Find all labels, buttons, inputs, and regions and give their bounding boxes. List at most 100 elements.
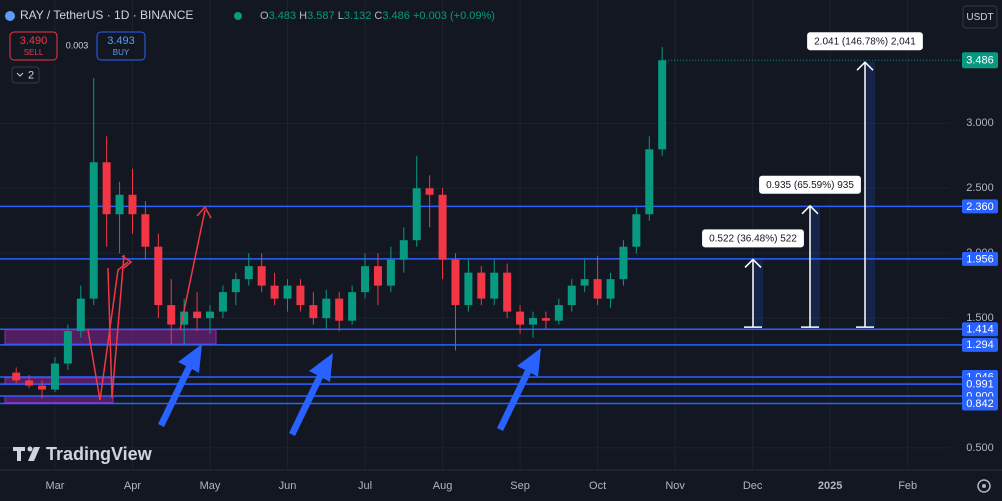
- candle-body: [128, 194, 137, 215]
- zone: [4, 395, 114, 403]
- candle-body: [438, 194, 447, 260]
- candle-body: [490, 272, 499, 299]
- red-arrow-path: [107, 254, 125, 399]
- candle-body: [645, 149, 654, 215]
- candle-body: [477, 272, 486, 299]
- last-price-label: 3.486: [966, 55, 994, 67]
- level-label: 2.360: [966, 201, 994, 213]
- candle-body: [541, 318, 550, 321]
- candle-body: [593, 279, 602, 299]
- candle-body: [167, 305, 176, 325]
- candle-body: [38, 385, 47, 390]
- chevron: [16, 72, 24, 77]
- candle-body: [632, 214, 641, 247]
- candle-body: [606, 279, 615, 299]
- candle-body: [283, 285, 292, 299]
- measure-layer: 0.522 (36.48%) 522 0.935 (65.59%) 935 2.04…: [702, 32, 923, 328]
- buy-button[interactable]: [96, 31, 146, 61]
- indicator-count[interactable]: 2: [28, 69, 34, 81]
- candle-body: [425, 188, 434, 195]
- candle-body: [231, 279, 240, 293]
- candle-body: [50, 363, 59, 390]
- symbol-icon: [5, 11, 15, 21]
- level-label: 1.294: [966, 339, 994, 351]
- level-label: 1.956: [966, 253, 994, 265]
- candle-body: [76, 298, 85, 332]
- settings-button[interactable]: [977, 479, 991, 493]
- red-arrow-path: [179, 209, 206, 331]
- candle-body: [348, 292, 357, 321]
- ohlc-value: 3.486: [382, 10, 410, 22]
- measure-label-bg: [702, 229, 804, 248]
- candle-body: [335, 298, 344, 321]
- sell-price[interactable]: 3.490: [20, 35, 48, 47]
- candle-body: [296, 285, 305, 306]
- level-label-bg: [962, 322, 998, 337]
- candle-body: [89, 162, 98, 299]
- candle-body: [206, 311, 214, 319]
- candle-body: [619, 246, 628, 280]
- change: +0.003 (+0.09%): [413, 10, 495, 22]
- candle-body: [399, 240, 408, 260]
- red-arrow-head: [196, 205, 212, 219]
- candle-body: [322, 298, 331, 319]
- buy-price[interactable]: 3.493: [107, 35, 135, 47]
- candle-body: [141, 214, 150, 247]
- red-arrow-head: [121, 255, 133, 269]
- y-tick-label: 1.500: [966, 312, 994, 324]
- candle-body: [412, 188, 421, 241]
- measure-head: [801, 204, 819, 215]
- indicator-toggle[interactable]: [11, 66, 40, 84]
- level-label-bg: [962, 377, 998, 392]
- last-price-bg: [962, 52, 998, 69]
- candle-body: [503, 272, 512, 312]
- sell-label[interactable]: SELL: [24, 48, 44, 57]
- candle-body: [63, 331, 72, 364]
- candle-body: [257, 266, 266, 286]
- ohlc-key: O: [260, 10, 269, 22]
- candle-body: [102, 162, 111, 215]
- watermark-text: TradingView: [46, 444, 153, 464]
- x-tick-label: May: [200, 480, 221, 492]
- currency-button[interactable]: [962, 5, 998, 29]
- measure-label: 2.041 (146.78%) 2,041: [814, 36, 916, 47]
- settings-core: [982, 484, 986, 488]
- blue-arrow: [289, 353, 333, 436]
- x-tick-label: Dec: [743, 480, 763, 492]
- currency[interactable]: USDT: [966, 12, 993, 23]
- logo-part: [28, 447, 40, 461]
- measure-head: [744, 258, 762, 268]
- ohlc-key: C: [374, 10, 382, 22]
- candle-body: [361, 266, 370, 293]
- y-tick-label: 3.000: [966, 117, 994, 129]
- ohlc-value: 3.587: [307, 10, 335, 22]
- candle-body: [270, 285, 279, 299]
- candle-body: [193, 311, 202, 319]
- candle-layer: [12, 47, 667, 399]
- spread: 0.003: [66, 40, 89, 50]
- level-label-bg: [962, 251, 998, 266]
- x-tick-label: 2025: [818, 480, 842, 492]
- logo-part: [17, 447, 21, 461]
- symbol: RAY / TetherUS · 1D · BINANCE: [20, 8, 193, 22]
- measure-label: 0.522 (36.48%) 522: [709, 234, 797, 245]
- x-tick-label: Sep: [510, 480, 530, 492]
- buy-label[interactable]: BUY: [113, 48, 130, 57]
- ohlc-key: H: [299, 10, 307, 22]
- logo-part: [27, 446, 33, 452]
- candle-body: [154, 246, 163, 306]
- candle-body: [386, 259, 395, 286]
- x-tick-label: Aug: [433, 480, 453, 492]
- candle-body: [464, 272, 473, 306]
- measure-band: [865, 62, 875, 328]
- x-tick-label: Mar: [45, 480, 64, 492]
- candle-body: [12, 372, 21, 381]
- level-label: 0.842: [966, 398, 994, 410]
- measure-band: [810, 205, 820, 328]
- blue-arrow: [497, 348, 541, 431]
- candle-body: [309, 305, 318, 319]
- ohlc: O3.483 H3.587 L3.132 C3.486 +0.003 (+0.0…: [260, 10, 495, 22]
- x-tick-label: Oct: [589, 480, 606, 492]
- sell-button[interactable]: [9, 31, 58, 61]
